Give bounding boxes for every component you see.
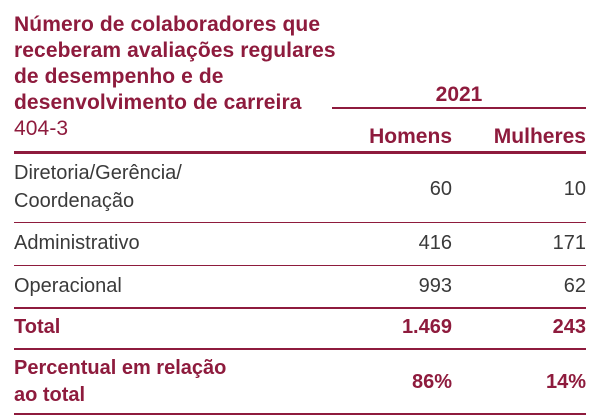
total-label: Total xyxy=(14,316,61,338)
row-label: Administrativo xyxy=(14,232,140,254)
column-header-homens: Homens xyxy=(369,125,452,148)
percent-label-line1: Percentual em relação xyxy=(14,357,227,379)
row-label-line2: Coordenação xyxy=(14,190,135,212)
row-label: Operacional xyxy=(14,275,122,297)
table-title: Número de colaboradores que receberam av… xyxy=(14,12,344,142)
table-row-administrativo: Administrativo 416 171 xyxy=(14,230,586,257)
row-value-homens: 993 xyxy=(418,275,452,297)
gri-code: 404-3 xyxy=(14,117,69,140)
percent-label-line2: ao total xyxy=(14,384,86,406)
row-value-mulheres: 62 xyxy=(563,275,586,297)
row-divider xyxy=(14,222,586,223)
title-text: Número de colaboradores que receberam av… xyxy=(14,13,336,114)
year-header: 2021 xyxy=(435,83,483,106)
percent-value-homens: 86% xyxy=(411,371,452,393)
header-divider xyxy=(14,151,586,154)
row-label-line1: Diretoria/Gerência/ xyxy=(14,162,182,184)
total-value-mulheres: 243 xyxy=(552,316,586,338)
row-divider xyxy=(14,348,586,350)
percent-value-mulheres: 14% xyxy=(545,371,586,393)
row-value-mulheres: 171 xyxy=(552,232,586,254)
table-row-percentual: Percentual em relação ao total 86% 14% xyxy=(14,355,586,411)
table-row-total: Total 1.469 243 xyxy=(14,314,586,341)
row-value-mulheres: 10 xyxy=(563,178,586,200)
table-bottom-line xyxy=(14,413,586,415)
row-value-homens: 416 xyxy=(418,232,452,254)
row-value-homens: 60 xyxy=(429,178,452,200)
table-row-diretoria: Diretoria/Gerência/ Coordenação 60 10 xyxy=(14,160,586,216)
column-header-mulheres: Mulheres xyxy=(493,125,586,148)
row-divider xyxy=(14,307,586,309)
total-value-homens: 1.469 xyxy=(401,316,452,338)
row-divider xyxy=(14,265,586,266)
year-underline xyxy=(332,107,586,109)
table-row-operacional: Operacional 993 62 xyxy=(14,273,586,300)
